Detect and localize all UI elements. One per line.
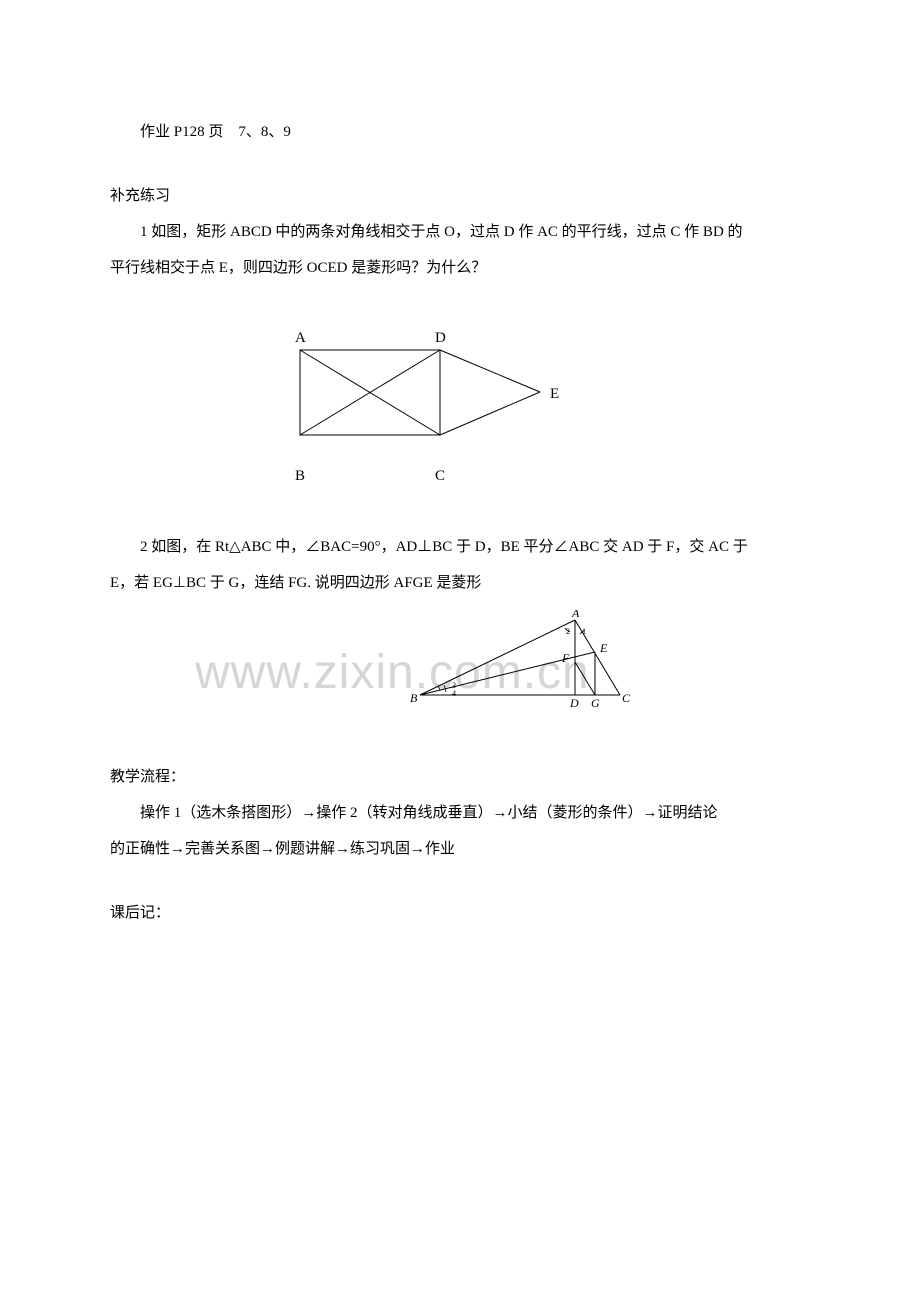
figure2: A B C D E F G 1 2 3 4 <box>410 610 810 715</box>
figure1-svg: A D B C E <box>270 320 570 490</box>
homework-line: 作业 P128 页 7、8、9 <box>110 120 810 144</box>
figure1: A D B C E <box>270 320 810 495</box>
figure1-label-d: D <box>435 330 446 346</box>
figure1-label-b: B <box>295 468 305 484</box>
figure1-label-e: E <box>550 386 559 402</box>
postscript-heading: 课后记： <box>110 901 810 925</box>
supplement-heading: 补充练习 <box>110 184 810 208</box>
figure2-angle-2: 2 <box>566 627 570 636</box>
figure2-fg <box>575 662 595 695</box>
flow-line2: 的正确性→完善关系图→例题讲解→练习巩固→作业 <box>110 837 810 861</box>
figure2-svg: A B C D E F G 1 2 3 4 <box>410 610 650 710</box>
flow-line1: 操作 1（选木条搭图形）→操作 2（转对角线成垂直）→小结（菱形的条件）→证明结… <box>110 801 810 825</box>
figure2-label-g: G <box>591 696 600 710</box>
figure2-label-a: A <box>571 610 580 620</box>
figure2-ba <box>420 620 575 695</box>
document-content: 作业 P128 页 7、8、9 补充练习 1 如图，矩形 ABCD 中的两条对角… <box>110 120 810 925</box>
figure2-label-c: C <box>622 691 631 705</box>
figure1-de <box>440 350 540 392</box>
figure2-angle-b1 <box>438 686 440 690</box>
figure2-label-b: B <box>410 691 418 705</box>
q1-line1: 1 如图，矩形 ABCD 中的两条对角线相交于点 O，过点 D 作 AC 的平行… <box>110 220 810 244</box>
figure1-label-a: A <box>295 330 306 346</box>
flow-heading: 教学流程： <box>110 765 810 789</box>
figure2-label-e: E <box>599 641 608 655</box>
figure1-label-c: C <box>435 468 445 484</box>
figure2-label-f: F <box>561 651 570 665</box>
q2-line1: 2 如图，在 Rt△ABC 中，∠BAC=90°，AD⊥BC 于 D，BE 平分… <box>110 535 810 559</box>
figure2-label-d: D <box>569 696 579 710</box>
q2-line1-text: 2 如图，在 Rt△ABC 中，∠BAC=90°，AD⊥BC 于 D，BE 平分… <box>140 539 748 555</box>
figure1-ce <box>440 392 540 435</box>
figure2-angle-1: 1 <box>582 627 586 636</box>
figure2-angle-4: 4 <box>452 689 456 698</box>
q2-line2: E，若 EG⊥BC 于 G，连结 FG. 说明四边形 AFGE 是菱形 <box>110 571 810 595</box>
q1-line2: 平行线相交于点 E，则四边形 OCED 是菱形吗？为什么？ <box>110 256 810 280</box>
